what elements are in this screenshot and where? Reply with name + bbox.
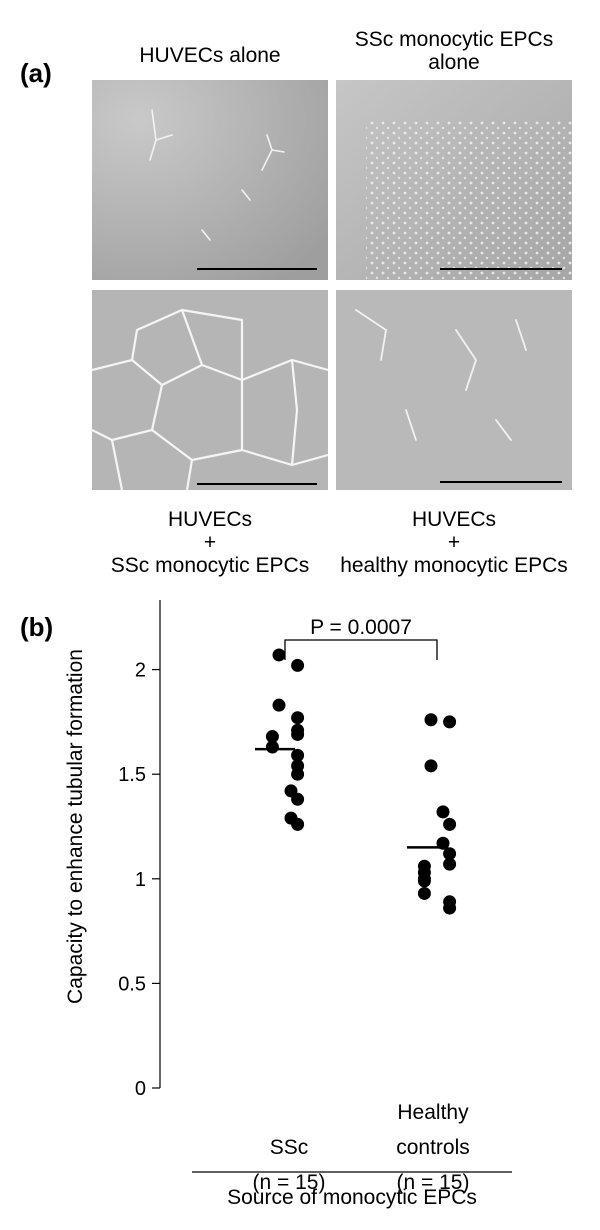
micrograph-huvecs-plus-ssc-epcs — [92, 290, 328, 490]
scale-bar — [440, 268, 562, 270]
caption-line: HUVECs alone — [139, 44, 281, 67]
caption-huvecs-alone: HUVECs alone — [92, 44, 328, 67]
significance-bracket — [284, 639, 438, 660]
scale-bar — [197, 268, 317, 270]
data-point — [265, 740, 279, 754]
data-point — [436, 805, 450, 819]
data-point — [443, 857, 457, 871]
scatter-chart: 00.511.522.5Capacity to enhance tubular … — [64, 600, 512, 1209]
caption-line: SSc monocytic EPCs — [110, 554, 310, 577]
caption-huvecs-plus-healthy-epcs: HUVECs + healthy monocytic EPCs — [316, 508, 592, 577]
caption-line: SSc monocytic EPCs — [354, 28, 554, 51]
category-label: Healthy — [397, 1101, 469, 1124]
data-point — [443, 901, 457, 915]
panel-b-label: (b) — [20, 612, 54, 642]
x-axis-label: Source of monocytic EPCs — [227, 1186, 477, 1209]
p-value-annotation: P = 0.0007 — [310, 616, 412, 639]
caption-line: HUVECs — [411, 508, 496, 531]
data-point — [424, 759, 438, 773]
data-point — [424, 713, 438, 727]
data-point — [272, 698, 286, 712]
caption-line: + — [203, 531, 217, 554]
scale-bar — [440, 481, 562, 483]
category-label: (n = 15) — [253, 1171, 326, 1194]
caption-line: + — [447, 531, 461, 554]
y-tick-label: 1.5 — [118, 764, 146, 786]
scale-bar — [197, 483, 317, 485]
data-point — [443, 847, 457, 861]
y-axis-label: Capacity to enhance tubular formation — [64, 649, 87, 1004]
panel-a-label: (a) — [20, 58, 52, 88]
data-point — [291, 711, 305, 725]
data-point — [443, 715, 457, 729]
category-label: controls — [396, 1136, 470, 1159]
y-tick-label: 1 — [135, 869, 146, 891]
data-point — [272, 648, 286, 662]
data-point — [265, 730, 279, 744]
caption-huvecs-plus-ssc-epcs: HUVECs + SSc monocytic EPCs — [82, 508, 338, 577]
data-point — [443, 817, 457, 831]
y-tick-label: 2 — [135, 660, 146, 682]
micrograph-huvecs-plus-healthy-epcs — [336, 290, 572, 490]
category-label: SSc — [270, 1136, 309, 1159]
data-point — [291, 727, 305, 741]
caption-line: healthy monocytic EPCs — [340, 554, 568, 577]
data-point — [291, 767, 305, 781]
micrograph-ssc-epcs-alone — [336, 80, 572, 280]
caption-line: HUVECs — [167, 508, 252, 531]
caption-ssc-epcs-alone: SSc monocytic EPCs alone — [336, 28, 572, 74]
caption-line: alone — [428, 51, 480, 74]
micrograph-huvecs-alone — [92, 80, 328, 280]
data-point — [291, 658, 305, 672]
data-point — [417, 886, 431, 900]
data-point — [291, 792, 305, 806]
y-tick-label: 0 — [135, 1078, 146, 1100]
y-tick-label: 0.5 — [118, 973, 146, 995]
data-point — [417, 874, 431, 888]
data-point — [291, 817, 305, 831]
category-label: (n = 15) — [397, 1171, 470, 1194]
data-point — [291, 748, 305, 762]
